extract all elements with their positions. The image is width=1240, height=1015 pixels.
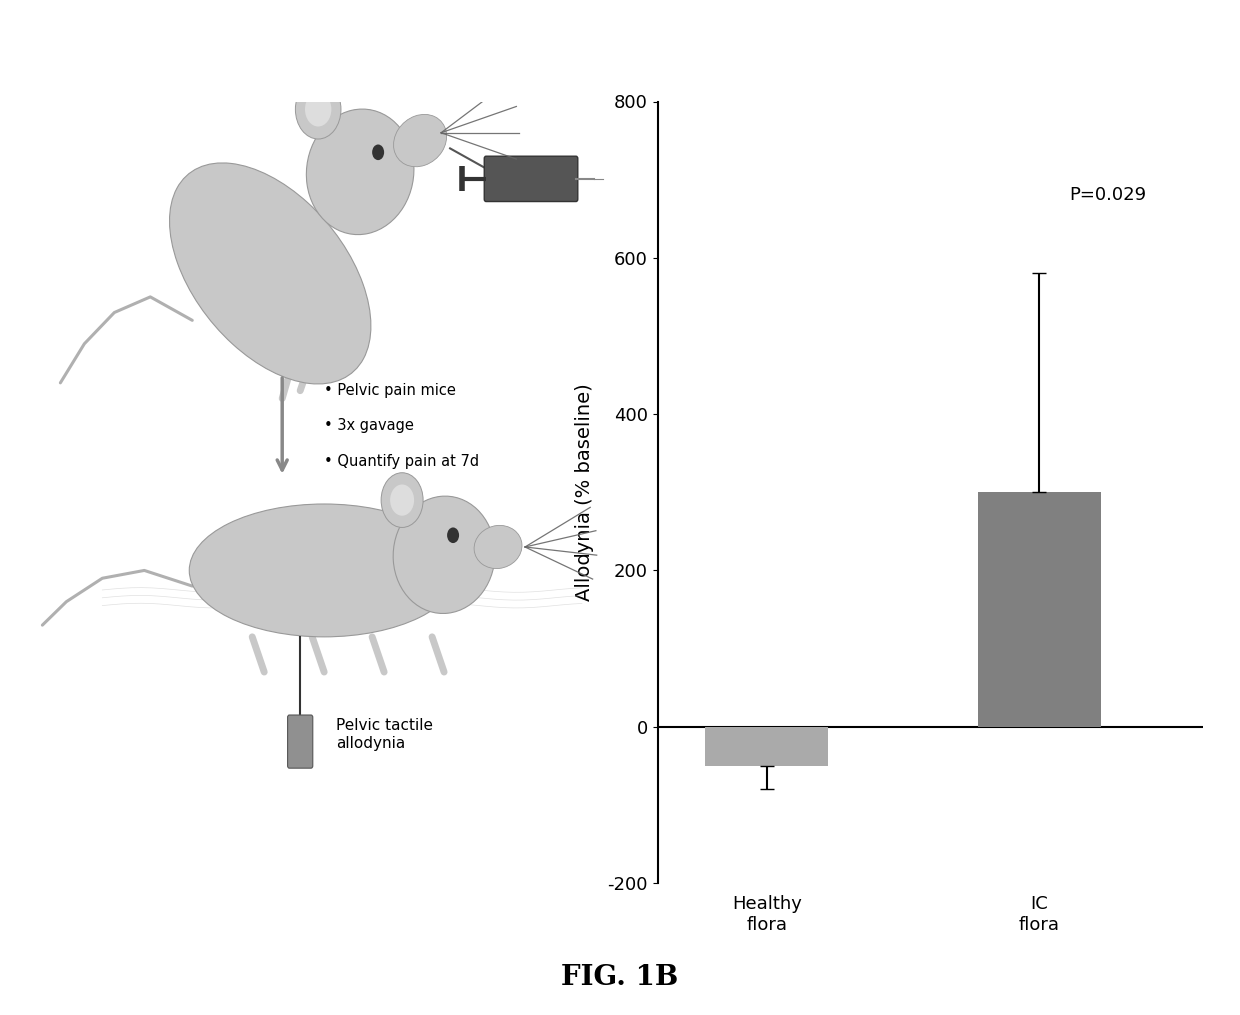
- Text: • Pelvic pain mice: • Pelvic pain mice: [324, 384, 456, 398]
- Ellipse shape: [474, 526, 522, 568]
- FancyBboxPatch shape: [288, 715, 312, 768]
- FancyBboxPatch shape: [485, 156, 578, 202]
- Text: • 3x gavage: • 3x gavage: [324, 418, 414, 433]
- Circle shape: [391, 484, 414, 516]
- Ellipse shape: [190, 504, 459, 636]
- Text: P=0.029: P=0.029: [1069, 187, 1146, 204]
- Circle shape: [295, 79, 341, 139]
- Text: Pelvic tactile
allodynia: Pelvic tactile allodynia: [336, 719, 433, 751]
- Circle shape: [305, 92, 331, 127]
- Y-axis label: Allodynia (% baseline): Allodynia (% baseline): [574, 384, 594, 601]
- Circle shape: [372, 144, 384, 160]
- Text: FIG. 1B: FIG. 1B: [562, 963, 678, 991]
- Ellipse shape: [393, 496, 495, 613]
- Bar: [706, 727, 828, 765]
- Circle shape: [381, 473, 423, 528]
- Ellipse shape: [306, 109, 414, 234]
- Text: • Quantify pain at 7d: • Quantify pain at 7d: [324, 454, 480, 469]
- Circle shape: [448, 528, 459, 543]
- Ellipse shape: [170, 163, 371, 384]
- Bar: [978, 492, 1101, 727]
- Ellipse shape: [393, 115, 446, 166]
